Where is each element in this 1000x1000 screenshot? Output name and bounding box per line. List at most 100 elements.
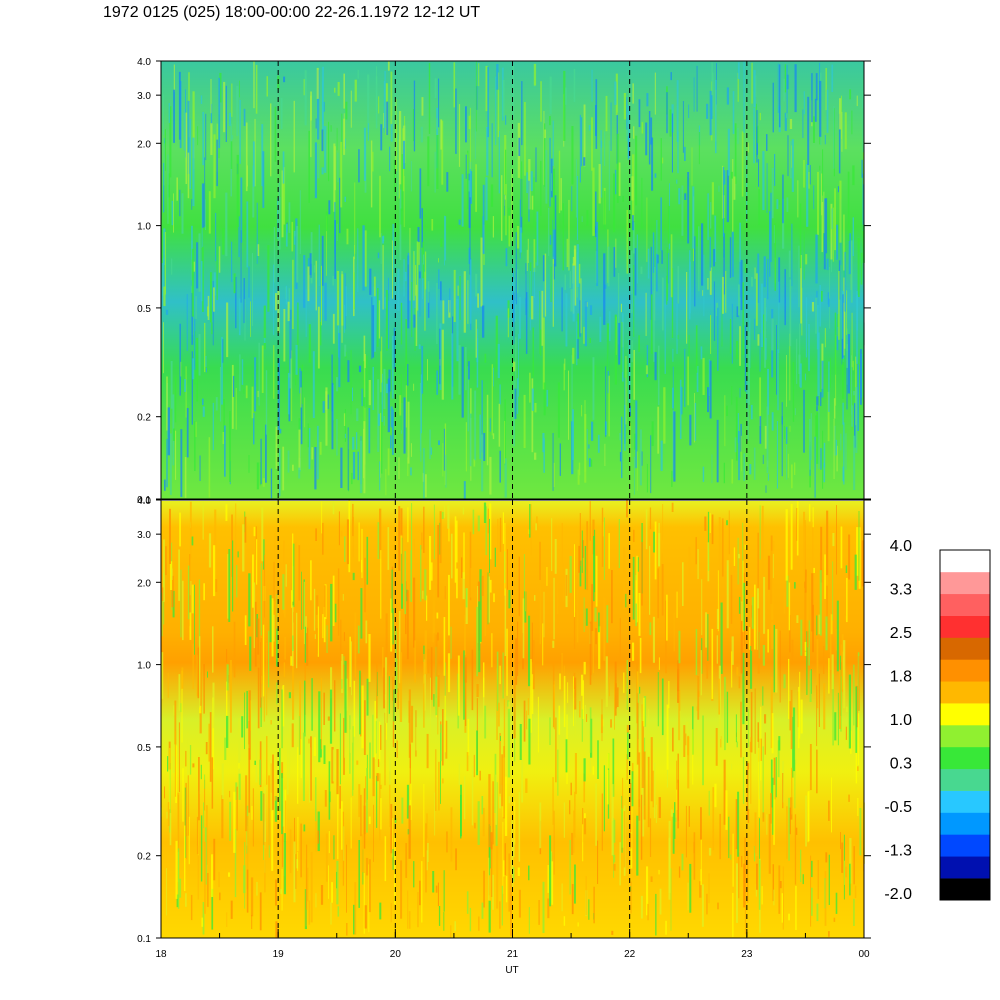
colorbar-segment	[940, 659, 990, 682]
texture-streak	[352, 516, 354, 558]
texture-streak	[334, 146, 336, 191]
texture-streak	[808, 620, 810, 666]
texture-streak	[703, 254, 705, 317]
texture-streak	[396, 658, 398, 693]
texture-streak	[262, 539, 265, 570]
texture-streak	[807, 791, 810, 842]
texture-streak	[861, 540, 864, 587]
texture-streak	[788, 658, 790, 719]
texture-streak	[229, 112, 232, 126]
texture-streak	[673, 612, 675, 652]
texture-streak	[223, 81, 226, 133]
texture-streak	[417, 227, 420, 242]
texture-streak	[424, 271, 426, 331]
texture-streak	[390, 71, 393, 125]
texture-streak	[521, 81, 523, 146]
texture-streak	[579, 701, 581, 718]
y-tick-label: 0.2	[137, 413, 151, 424]
texture-streak	[369, 268, 372, 295]
texture-streak	[294, 542, 297, 604]
texture-streak	[666, 92, 668, 134]
texture-streak	[809, 418, 811, 470]
texture-streak	[647, 248, 650, 279]
texture-streak	[771, 713, 774, 754]
texture-streak	[807, 96, 810, 165]
texture-streak	[407, 457, 409, 477]
texture-streak	[834, 712, 837, 741]
texture-streak	[209, 712, 212, 782]
texture-streak	[202, 502, 204, 540]
texture-streak	[305, 289, 307, 337]
texture-streak	[725, 790, 728, 830]
texture-streak	[170, 561, 173, 590]
colorbar-label: 1.8	[890, 669, 912, 686]
texture-streak	[512, 867, 515, 882]
texture-streak	[693, 841, 695, 854]
texture-streak	[846, 577, 848, 623]
texture-streak	[515, 337, 517, 391]
texture-streak	[279, 449, 281, 497]
texture-streak	[592, 766, 595, 775]
texture-streak	[792, 716, 794, 778]
texture-streak	[429, 536, 432, 590]
texture-streak	[263, 305, 266, 350]
texture-streak	[826, 258, 829, 271]
texture-streak	[795, 728, 797, 764]
texture-streak	[635, 400, 638, 469]
texture-streak	[429, 429, 431, 459]
texture-streak	[368, 408, 371, 454]
texture-streak	[765, 337, 767, 360]
texture-streak	[437, 632, 439, 641]
texture-streak	[473, 458, 476, 467]
texture-streak	[694, 393, 695, 443]
texture-streak	[328, 761, 331, 820]
texture-streak	[179, 512, 181, 547]
texture-streak	[387, 378, 390, 433]
texture-streak	[802, 109, 804, 138]
texture-streak	[841, 634, 844, 692]
texture-streak	[204, 157, 206, 227]
texture-streak	[326, 215, 327, 276]
texture-streak	[175, 745, 178, 803]
texture-streak	[831, 777, 832, 833]
texture-streak	[390, 598, 393, 652]
texture-streak	[740, 435, 742, 472]
texture-streak	[413, 251, 415, 301]
texture-streak	[308, 900, 311, 925]
texture-streak	[771, 412, 774, 431]
texture-streak	[701, 884, 704, 927]
texture-streak	[257, 667, 260, 729]
texture-streak	[711, 454, 713, 484]
texture-streak	[672, 812, 675, 854]
texture-streak	[573, 612, 576, 649]
texture-streak	[824, 878, 826, 909]
texture-streak	[427, 291, 430, 318]
texture-streak	[262, 624, 265, 697]
texture-streak	[618, 322, 621, 365]
texture-streak	[175, 430, 177, 480]
x-tick-label: 22	[624, 949, 636, 960]
texture-streak	[377, 759, 380, 767]
texture-streak	[222, 339, 224, 363]
texture-streak	[619, 617, 621, 661]
texture-streak	[269, 595, 272, 643]
texture-streak	[180, 429, 183, 497]
texture-streak	[588, 458, 591, 467]
texture-streak	[564, 274, 566, 290]
texture-streak	[212, 626, 214, 673]
texture-streak	[558, 705, 561, 735]
texture-streak	[315, 260, 317, 311]
texture-streak	[836, 336, 839, 351]
texture-streak	[574, 791, 576, 838]
texture-streak	[336, 223, 338, 241]
texture-streak	[324, 126, 327, 173]
texture-streak	[179, 878, 182, 898]
texture-streak	[205, 355, 207, 367]
texture-streak	[409, 227, 411, 301]
texture-streak	[197, 126, 199, 146]
texture-streak	[619, 452, 622, 462]
texture-streak	[461, 346, 464, 418]
texture-streak	[840, 644, 842, 663]
texture-streak	[321, 265, 322, 326]
texture-streak	[167, 802, 170, 826]
